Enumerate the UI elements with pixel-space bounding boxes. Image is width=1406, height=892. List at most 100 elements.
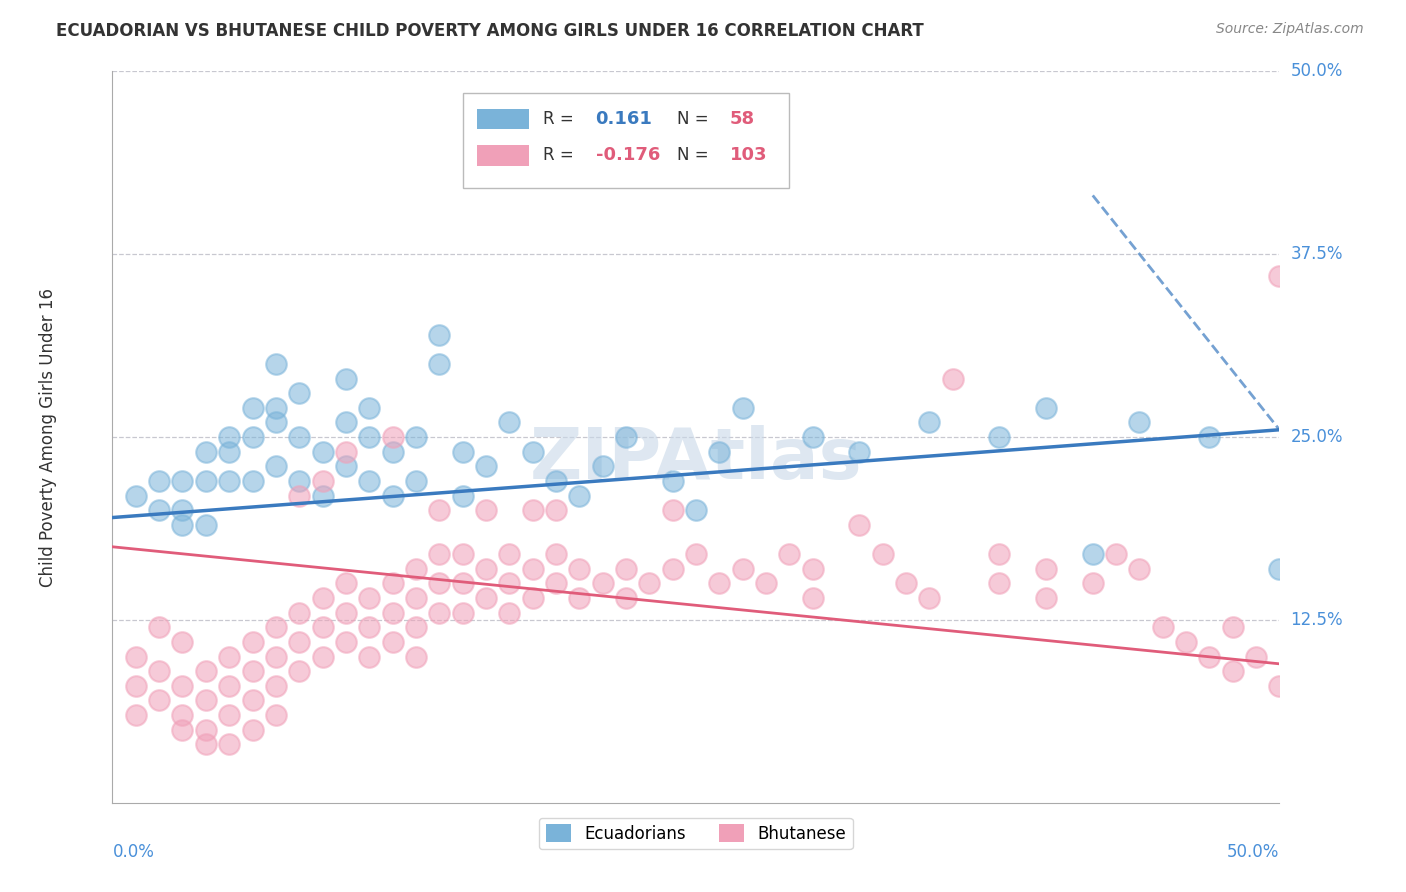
Point [685, 503, 707, 517]
Text: R =: R = [543, 110, 579, 128]
Point [661, 562, 683, 576]
Point [1268, 679, 1291, 693]
Point [172, 503, 194, 517]
Point [381, 635, 404, 649]
Point [498, 547, 520, 561]
Point [405, 430, 427, 444]
Point [801, 591, 824, 605]
Point [311, 474, 333, 488]
Point [544, 576, 567, 591]
Point [451, 489, 474, 503]
Point [1105, 547, 1128, 561]
Point [242, 635, 264, 649]
Point [264, 679, 287, 693]
Point [427, 547, 450, 561]
Point [218, 444, 240, 458]
Point [359, 474, 381, 488]
Point [335, 371, 357, 385]
Legend: Ecuadorians, Bhutanese: Ecuadorians, Bhutanese [538, 818, 853, 849]
Point [894, 576, 917, 591]
Point [311, 489, 333, 503]
Point [1222, 620, 1244, 634]
Bar [477, 145, 529, 166]
Point [194, 737, 217, 751]
Bar [477, 109, 529, 129]
Point [498, 606, 520, 620]
Point [172, 723, 194, 737]
Point [218, 708, 240, 723]
Point [709, 576, 731, 591]
Point [498, 416, 520, 430]
Point [405, 474, 427, 488]
Point [288, 386, 311, 401]
Point [475, 459, 498, 474]
Point [381, 430, 404, 444]
Point [194, 474, 217, 488]
Point [172, 474, 194, 488]
Point [427, 503, 450, 517]
Point [661, 503, 683, 517]
Point [335, 444, 357, 458]
Point [359, 620, 381, 634]
Point [359, 591, 381, 605]
Point [522, 444, 544, 458]
Point [1128, 562, 1150, 576]
Point [544, 474, 567, 488]
Point [405, 562, 427, 576]
Point [264, 649, 287, 664]
Point [148, 620, 170, 634]
Point [475, 562, 498, 576]
Point [1198, 430, 1220, 444]
Text: N =: N = [678, 146, 714, 164]
Point [498, 576, 520, 591]
Point [288, 474, 311, 488]
Point [544, 547, 567, 561]
Point [172, 708, 194, 723]
Point [522, 562, 544, 576]
Point [614, 562, 637, 576]
Point [194, 517, 217, 532]
Point [172, 517, 194, 532]
Text: 25.0%: 25.0% [1291, 428, 1343, 446]
Point [1035, 401, 1057, 415]
Text: 0.161: 0.161 [596, 110, 652, 128]
Point [848, 444, 870, 458]
Point [242, 723, 264, 737]
Point [359, 401, 381, 415]
Point [568, 591, 591, 605]
Point [242, 664, 264, 678]
Point [218, 737, 240, 751]
Point [335, 576, 357, 591]
Point [148, 693, 170, 707]
Point [1081, 576, 1104, 591]
Point [264, 357, 287, 371]
Text: 50.0%: 50.0% [1291, 62, 1343, 80]
Point [1222, 664, 1244, 678]
Point [427, 327, 450, 342]
Point [427, 606, 450, 620]
Point [242, 474, 264, 488]
Point [335, 459, 357, 474]
Point [475, 591, 498, 605]
Point [685, 547, 707, 561]
Point [194, 664, 217, 678]
Point [335, 416, 357, 430]
Point [148, 503, 170, 517]
Point [242, 430, 264, 444]
Point [148, 474, 170, 488]
Point [1128, 416, 1150, 430]
Point [638, 576, 661, 591]
Point [405, 620, 427, 634]
Point [755, 576, 778, 591]
Point [194, 693, 217, 707]
Point [264, 708, 287, 723]
Point [194, 444, 217, 458]
Point [288, 635, 311, 649]
Text: ECUADORIAN VS BHUTANESE CHILD POVERTY AMONG GIRLS UNDER 16 CORRELATION CHART: ECUADORIAN VS BHUTANESE CHILD POVERTY AM… [56, 22, 924, 40]
Point [405, 591, 427, 605]
Point [801, 562, 824, 576]
Point [172, 679, 194, 693]
Point [381, 576, 404, 591]
Point [125, 708, 148, 723]
Point [288, 489, 311, 503]
